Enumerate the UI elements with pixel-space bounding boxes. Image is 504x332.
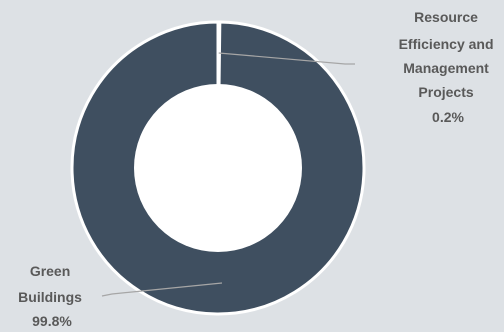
label-resource-line-2: Efficiency and (399, 36, 494, 52)
leader-line-0 (218, 52, 355, 65)
label-green-value: 99.8% (32, 313, 72, 329)
label-resource-line-1: Resource (414, 9, 478, 25)
leader-line-1 (101, 282, 223, 297)
donut-hole (134, 84, 302, 252)
leaders-group (101, 52, 355, 297)
label-resource-efficiency: Resource Efficiency and Management Proje… (399, 9, 498, 125)
label-green-line-1: Green (30, 263, 70, 279)
label-resource-line-4: Projects (418, 84, 473, 100)
label-resource-value: 0.2% (432, 109, 464, 125)
label-green-line-2: Buildings (18, 289, 82, 305)
label-resource-line-3: Management (403, 60, 489, 76)
label-green-buildings: Green Buildings 99.8% (18, 263, 86, 329)
